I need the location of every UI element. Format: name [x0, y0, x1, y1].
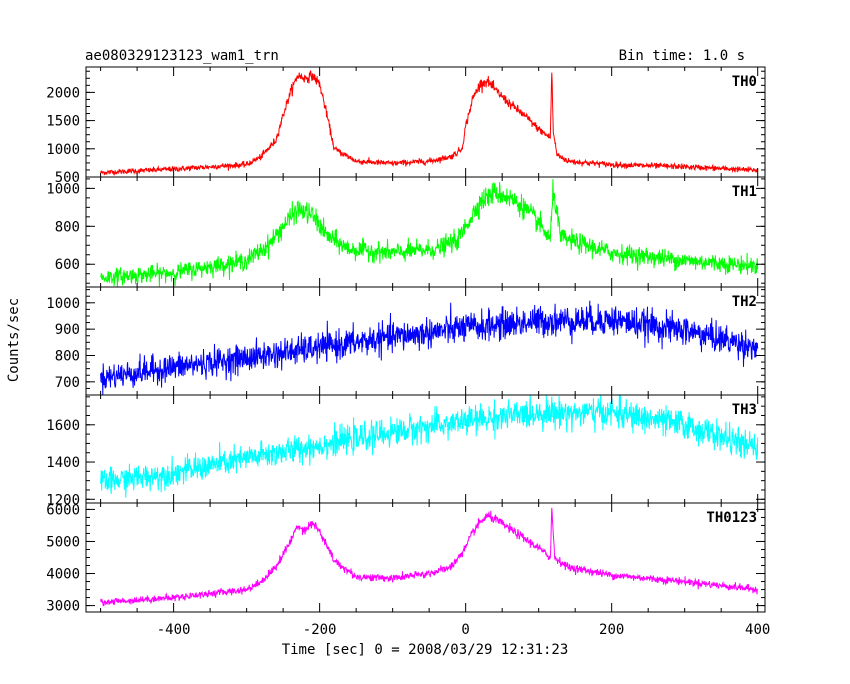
- series-line-th0123: [100, 507, 758, 607]
- y-tick-label: 5000: [46, 534, 80, 550]
- series-line-th1: [100, 179, 759, 288]
- panel-th3: 1200 1400 1600 TH3: [46, 394, 766, 508]
- y-tick-label: 1500: [46, 114, 80, 130]
- y-tick-label: 6000: [46, 502, 80, 518]
- series-line-th0: [100, 70, 759, 176]
- panel-label-th0123: TH0123: [706, 510, 757, 526]
- y-tick-label: 1000: [46, 181, 80, 197]
- panel-th0: 500 1000 1500 2000 TH0: [46, 66, 766, 186]
- panel-label-th3: TH3: [732, 402, 757, 418]
- panel-th1: 600 800 1000 TH1: [46, 176, 766, 288]
- series-line-th3: [100, 394, 759, 498]
- panel-th0123: 3000 4000 5000 6000 TH0123: [46, 502, 766, 615]
- panel-frame: [85, 286, 766, 396]
- y-tick-label: 1200: [46, 492, 80, 508]
- x-tick-label: -200: [303, 622, 337, 638]
- bin-time-label: Bin time: 1.0 s: [619, 48, 745, 64]
- y-tick-label: 700: [55, 375, 80, 391]
- x-tick-label: 200: [599, 622, 624, 638]
- x-tick-label: 0: [461, 622, 469, 638]
- y-tick-label: 3000: [46, 599, 80, 615]
- y-tick-label: 2000: [46, 85, 80, 101]
- y-tick-label: 1400: [46, 455, 80, 471]
- y-axis-label: Counts/sec: [6, 298, 22, 382]
- y-tick-label: 1000: [46, 142, 80, 158]
- panel-label-th1: TH1: [732, 184, 757, 200]
- x-tick-label: -400: [157, 622, 191, 638]
- y-tick-label: 4000: [46, 567, 80, 583]
- x-axis-label: Time [sec] 0 = 2008/03/29 12:31:23: [282, 642, 569, 658]
- chart-title: ae080329123123_wam1_trn: [85, 48, 279, 64]
- panel-label-th2: TH2: [732, 294, 757, 310]
- y-tick-label: 600: [55, 257, 80, 273]
- y-tick-label: 800: [55, 219, 80, 235]
- y-tick-label: 500: [55, 170, 80, 186]
- y-tick-label: 1600: [46, 418, 80, 434]
- x-tick-label: 400: [745, 622, 770, 638]
- series-line-th2: [100, 300, 759, 396]
- panel-label-th0: TH0: [732, 74, 757, 90]
- y-tick-label: 800: [55, 348, 80, 364]
- y-tick-label: 1000: [46, 296, 80, 312]
- panel-th2: 700 800 900 1000 TH2: [46, 286, 766, 396]
- panel-frame: [85, 66, 766, 178]
- panel-frame: [85, 394, 766, 504]
- y-tick-label: 900: [55, 322, 80, 338]
